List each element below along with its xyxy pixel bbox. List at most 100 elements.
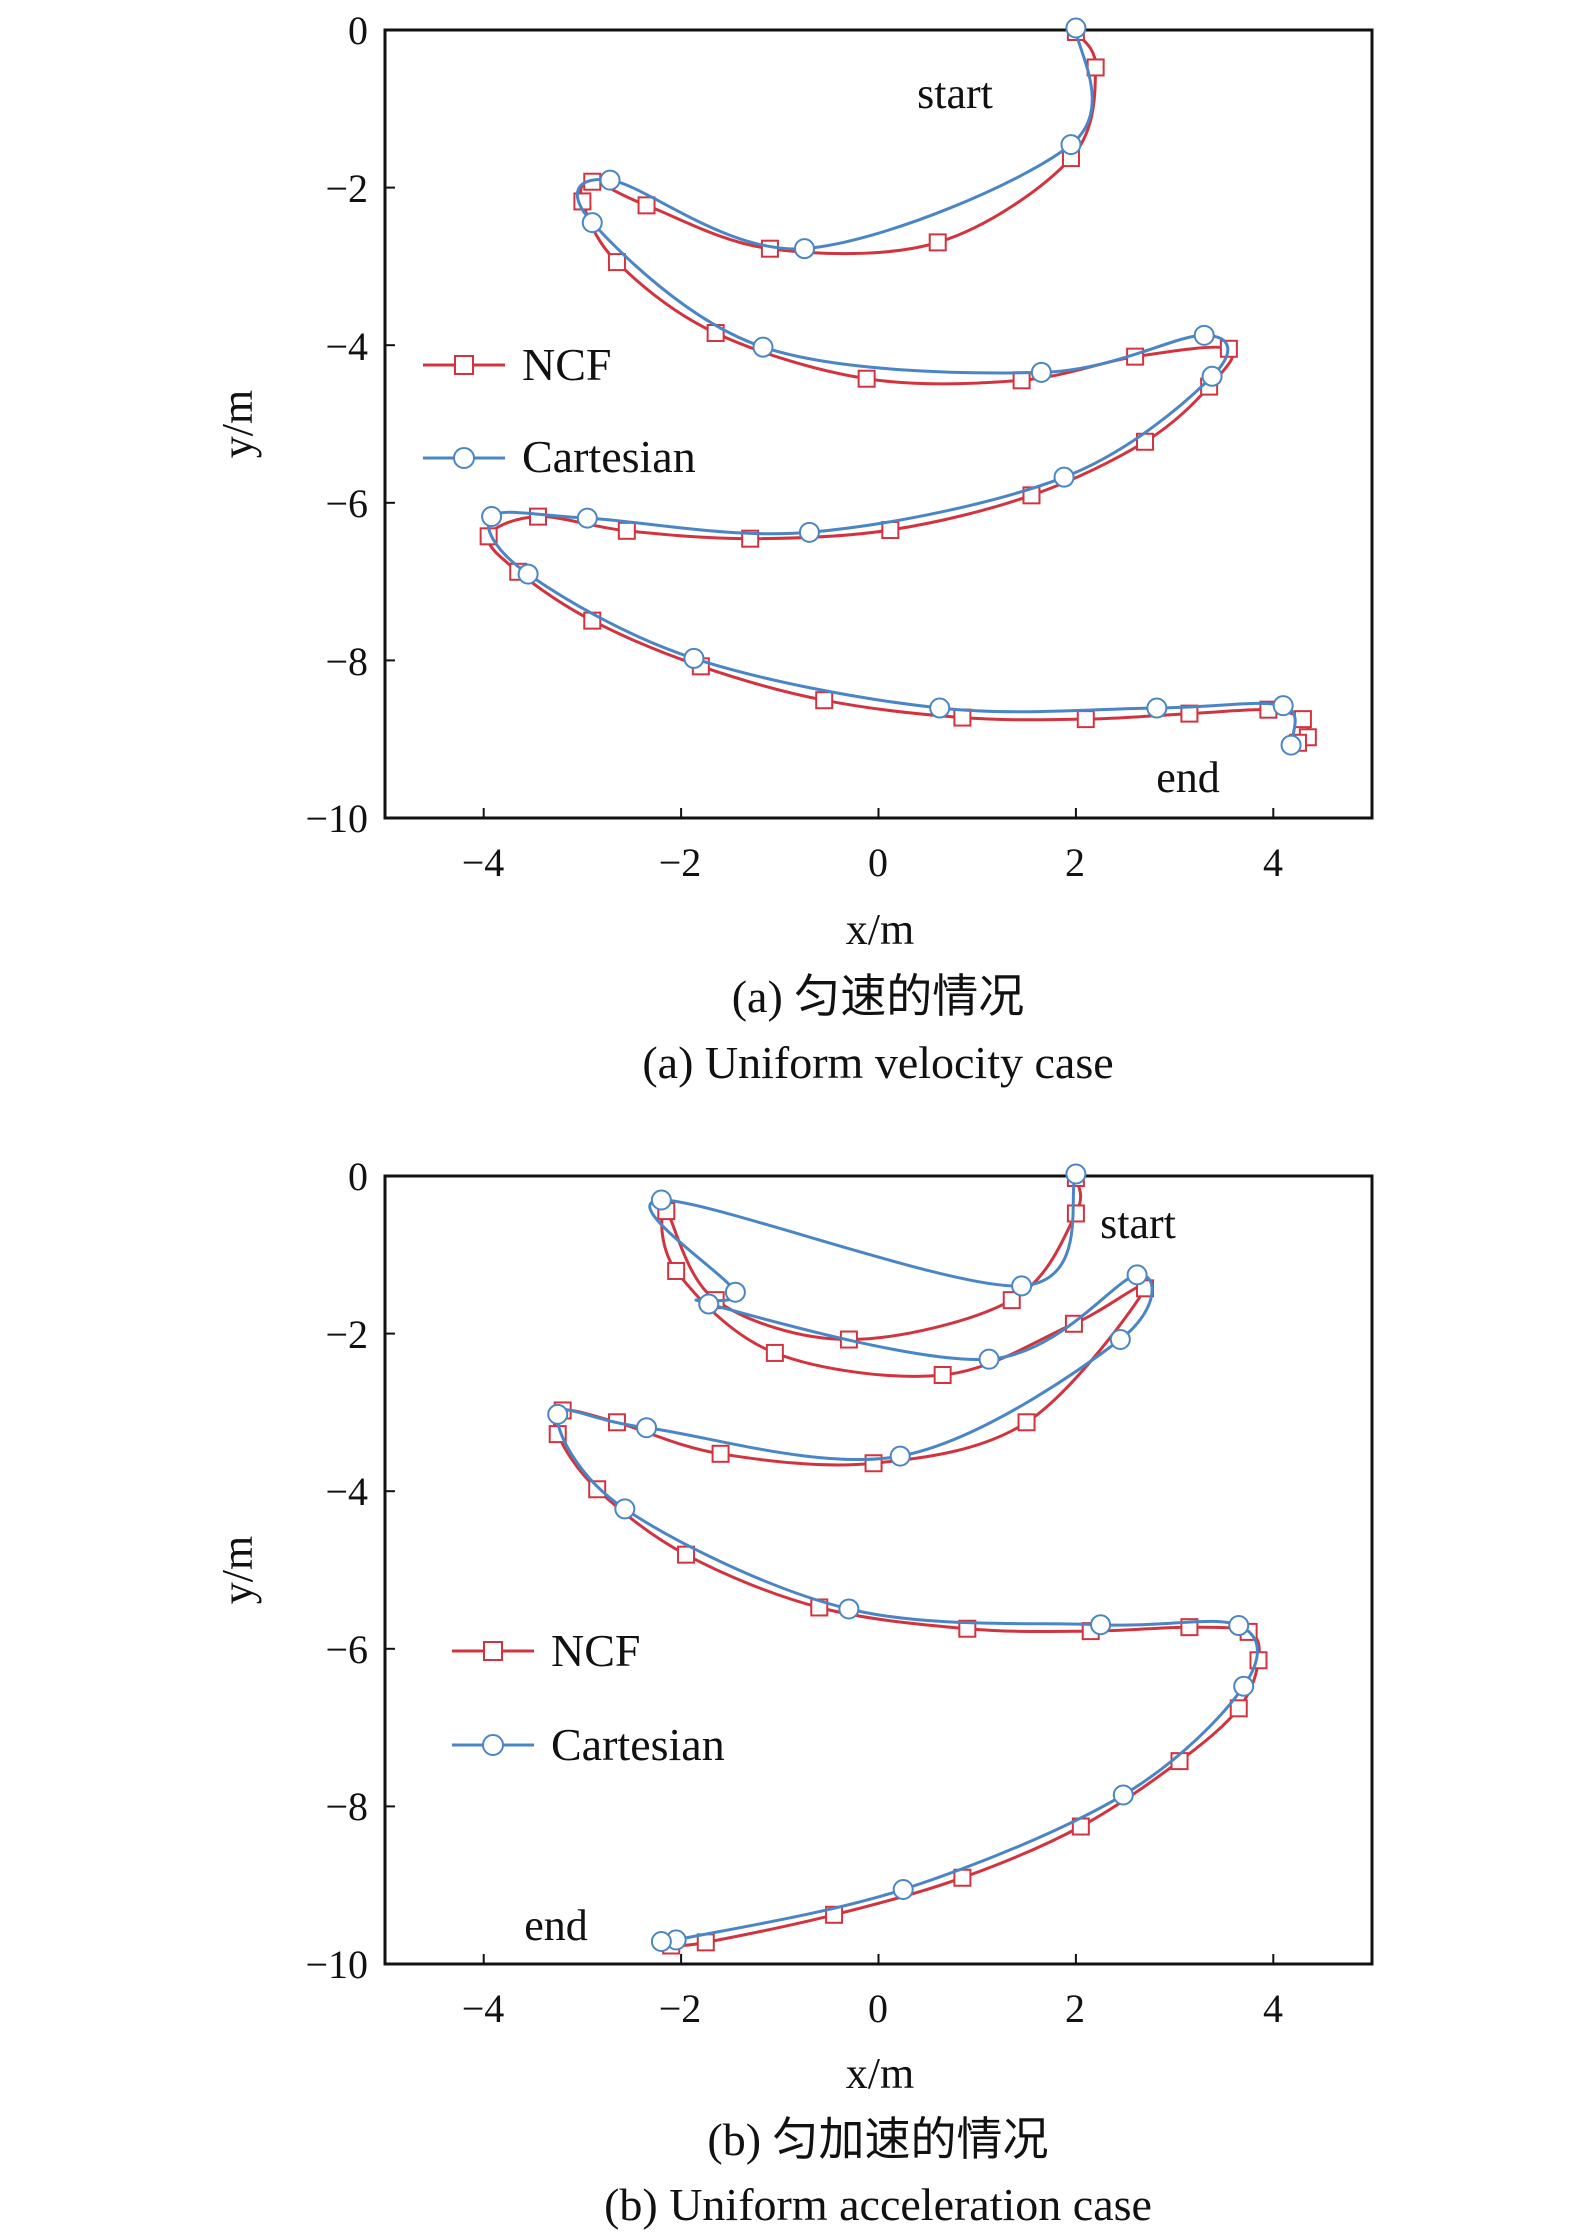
panel-a-start-annotation: start <box>917 69 993 118</box>
legend-cartesian-marker <box>482 1734 504 1756</box>
ncf-square-marker <box>928 233 947 252</box>
cartesian-series-line <box>555 1173 1259 1946</box>
cartesian-circle-marker <box>1060 134 1082 156</box>
cartesian-circle-marker <box>650 1189 672 1211</box>
panel-b-ytick-label: −2 <box>325 1312 368 1357</box>
ncf-square-marker <box>815 691 834 710</box>
panel-b-xtick-label: −2 <box>659 1986 702 2031</box>
panel-b-caption-cn: (b) 匀加速的情况 <box>707 2114 1048 2165</box>
panel-b-ytick-label: −8 <box>325 1784 368 1829</box>
cartesian-circle-marker <box>1030 361 1052 383</box>
panel-b-end-annotation: end <box>524 1901 588 1950</box>
cartesian-circle-marker <box>752 336 774 358</box>
panel-a-caption-en: (a) Uniform velocity case <box>642 1037 1113 1088</box>
cartesian-circle-marker <box>614 1498 636 1520</box>
cartesian-circle-marker <box>576 507 598 529</box>
panel-b-series-layer <box>547 1163 1268 1955</box>
legend-ncf-label: NCF <box>522 339 611 390</box>
cartesian-circle-marker <box>978 1348 1000 1370</box>
ncf-square-marker <box>617 521 636 540</box>
panel-b: −4 −2 0 2 4 0 −2 −4 −6 −8 −10 x/m y/m st… <box>213 1154 1374 2230</box>
panel-a-y-ticks <box>385 29 395 819</box>
cartesian-circle-marker <box>1126 1264 1148 1286</box>
cartesian-circle-marker <box>1228 1615 1250 1637</box>
ncf-square-marker <box>958 1619 977 1638</box>
cartesian-circle-marker <box>1193 324 1215 346</box>
panel-b-xtick-label: −4 <box>462 1986 505 2031</box>
panel-a-ytick-label: −2 <box>325 166 368 211</box>
cartesian-circle-marker <box>517 563 539 585</box>
ncf-square-marker <box>667 1261 686 1280</box>
ncf-square-marker <box>933 1366 952 1384</box>
panel-a-end-annotation: end <box>1156 753 1220 802</box>
cartesian-circle-marker <box>1233 1675 1255 1697</box>
ncf-square-marker <box>696 1933 715 1952</box>
ncf-square-marker <box>1002 1291 1021 1310</box>
panel-a-ytick-label: 0 <box>348 8 368 53</box>
panel-b-legend: NCF Cartesian <box>452 1625 725 1770</box>
legend-cartesian-marker <box>453 447 475 469</box>
ncf-square-marker <box>1076 710 1095 729</box>
panel-b-x-axis-label: x/m <box>846 2049 914 2098</box>
ncf-square-marker <box>1229 1699 1248 1718</box>
ncf-square-marker <box>588 1480 607 1499</box>
panel-b-x-ticks <box>482 1954 1275 1964</box>
panel-a-caption-cn: (a) 匀速的情况 <box>732 971 1025 1022</box>
cartesian-circle-marker <box>889 1445 911 1467</box>
panel-b-ytick-label: 0 <box>348 1154 368 1199</box>
panel-b-xtick-label: 4 <box>1263 1986 1283 2031</box>
legend-cartesian-label: Cartesian <box>522 431 696 482</box>
panel-a-xtick-label: 2 <box>1065 840 1085 885</box>
cartesian-circle-marker <box>636 1417 658 1439</box>
panel-a-xtick-label: 0 <box>868 840 888 885</box>
cartesian-circle-marker <box>1112 1784 1134 1806</box>
cartesian-circle-marker <box>1090 1614 1112 1636</box>
cartesian-circle-marker <box>581 212 603 234</box>
cartesian-series-line <box>486 27 1297 746</box>
ncf-square-marker <box>1293 710 1312 729</box>
legend-ncf-marker <box>483 1641 503 1661</box>
panel-b-xtick-label: 0 <box>868 1986 888 2031</box>
ncf-square-marker <box>607 253 626 272</box>
cartesian-circle-marker <box>1011 1275 1033 1297</box>
cartesian-circle-marker <box>892 1879 914 1901</box>
panel-b-caption-en: (b) Uniform acceleration case <box>604 2179 1152 2230</box>
cartesian-circle-marker <box>599 169 621 191</box>
panel-a-ytick-label: −8 <box>325 639 368 684</box>
panel-a-x-axis-label: x/m <box>846 905 914 954</box>
ncf-square-marker <box>1086 58 1105 77</box>
ncf-square-marker <box>857 369 876 388</box>
cartesian-circle-marker <box>1272 695 1294 717</box>
cartesian-circle-marker <box>1146 697 1168 719</box>
cartesian-circle-marker <box>650 1931 672 1953</box>
panel-a-y-axis-label: y/m <box>213 390 262 458</box>
ncf-square-marker <box>881 521 900 540</box>
ncf-square-marker <box>637 196 656 215</box>
cartesian-circle-marker <box>1201 365 1223 387</box>
panel-a-xtick-label: −4 <box>462 840 505 885</box>
cartesian-circle-marker <box>547 1403 569 1425</box>
panel-a-legend: NCF Cartesian <box>423 339 696 482</box>
ncf-square-marker <box>711 1444 730 1463</box>
panel-a-ytick-label: −10 <box>305 796 368 841</box>
panel-a-xtick-label: −2 <box>659 840 702 885</box>
legend-ncf-marker <box>454 355 474 375</box>
panel-b-y-axis-label: y/m <box>213 1536 262 1604</box>
cartesian-circle-marker <box>683 647 705 669</box>
panel-a-xtick-label: 4 <box>1263 840 1283 885</box>
cartesian-circle-marker <box>1053 466 1075 488</box>
ncf-square-marker <box>1017 1413 1036 1432</box>
ncf-square-marker <box>677 1545 696 1564</box>
cartesian-circle-marker <box>1065 17 1087 39</box>
cartesian-circle-marker <box>798 521 820 543</box>
cartesian-circle-marker <box>481 506 503 528</box>
legend-cartesian-label: Cartesian <box>551 1719 725 1770</box>
panel-a-ytick-label: −4 <box>325 324 368 369</box>
panel-b-y-ticks <box>385 1175 395 1965</box>
panel-b-ytick-label: −6 <box>325 1627 368 1672</box>
panel-a-ytick-label: −6 <box>325 481 368 526</box>
cartesian-circle-marker <box>724 1281 746 1303</box>
panel-a: −4 −2 0 2 4 0 −2 −4 −6 −8 −10 x/m y/m st… <box>213 8 1374 1088</box>
panel-b-plot-frame <box>383 1174 1374 1966</box>
